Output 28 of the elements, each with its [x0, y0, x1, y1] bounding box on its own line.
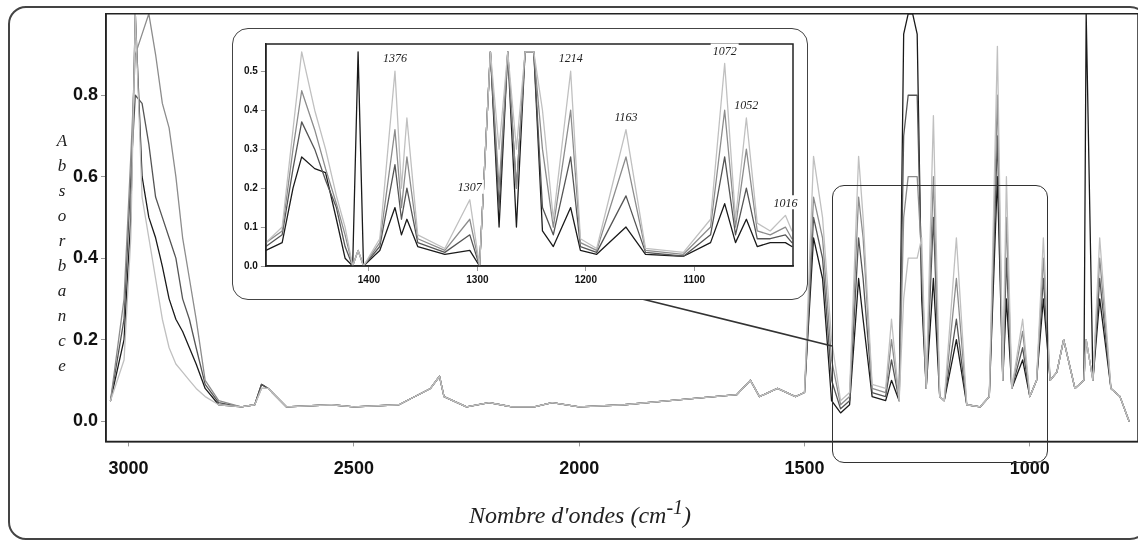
x-tick-label: 2500 — [333, 458, 374, 479]
x-tick-label: 3000 — [108, 458, 149, 479]
y-tick-label: 0.4 — [72, 247, 99, 268]
x-axis-title: Nombre d'ondes (cm$^{-1}$) — [467, 496, 693, 529]
x-tick-label: 1300 — [466, 273, 489, 285]
annotation: 1163 — [614, 109, 638, 124]
annotation: 1214 — [558, 51, 583, 66]
x-tick-label: 1100 — [683, 273, 706, 285]
text: Absorbance — [56, 131, 68, 375]
x-tick-label: 2000 — [559, 458, 600, 479]
x-tick-label: 1500 — [784, 458, 825, 479]
y-tick-label: 0.0 — [244, 259, 259, 271]
annotation: 1307 — [457, 179, 483, 194]
y-tick-label: 0.1 — [244, 220, 259, 232]
x-tick-label: 1200 — [574, 273, 598, 285]
annotation: 1376 — [382, 51, 407, 66]
y-tick-label: 0.2 — [244, 181, 259, 193]
annotation: 1072 — [712, 43, 737, 58]
y-tick-label: 0.0 — [72, 410, 99, 431]
y-tick-label: 0.3 — [244, 142, 259, 154]
y-tick-label: 0.8 — [72, 84, 99, 105]
x-tick-label: 1400 — [357, 273, 381, 285]
annotation: 1052 — [734, 98, 759, 113]
y-tick-label: 0.4 — [244, 103, 259, 115]
y-tick-label: 0.2 — [72, 328, 99, 349]
y-tick-label: 0.6 — [72, 165, 99, 186]
y-tick-label: 0.5 — [244, 65, 259, 77]
annotation: 1016 — [773, 195, 798, 210]
